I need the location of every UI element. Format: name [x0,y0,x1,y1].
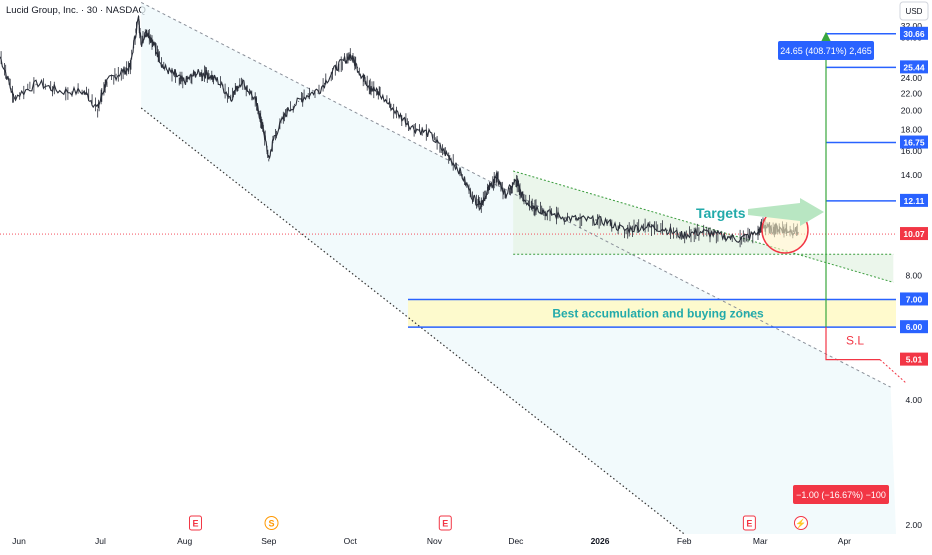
y-tick-label: 20.00 [901,106,923,116]
event-marker-1 [264,516,279,530]
event-marker-2 [438,515,452,531]
stop-price-badge [900,352,928,366]
x-tick-label: Dec [508,536,524,546]
targets-arrow [748,198,824,226]
channel-upper-line [140,2,891,388]
target-price-1-badge-label: 25.44 [903,62,925,72]
event-symbol-4: ⚡ [795,518,806,530]
zone-price-1-badge [900,320,928,334]
sl-label: S.L [846,333,864,347]
symbol-title: Lucid Group, Inc. · 30 · NASDAQ [6,5,146,16]
currency-label[interactable]: USD [906,7,923,16]
x-tick-label: Sep [261,536,276,546]
targets-label: Targets [696,205,746,221]
down-measure-box [793,485,889,504]
y-tick-label: 24.00 [901,73,923,83]
up-measure-box [778,41,874,60]
y-tick-label: 14.00 [901,170,923,180]
target-price-3-badge [900,193,928,207]
zone-price-0-badge-label: 7.00 [906,294,923,304]
target-price-0-badge-label: 30.66 [903,29,925,39]
stop-price-badge-label: 5.01 [906,355,923,365]
x-tick-label: Aug [177,536,192,546]
event-marker-0 [188,515,202,531]
last-price-badge-label: 10.07 [903,229,925,239]
x-tick-label: Jul [95,536,106,546]
y-tick-label: 32.00 [901,21,923,31]
x-tick-label: Jun [12,536,26,546]
target-price-2-badge [900,135,928,149]
event-marker-3 [742,515,756,531]
channel-fill [141,2,897,535]
x-tick-label: Nov [427,536,443,546]
price-wicks [0,15,798,248]
event-symbol-2: E [442,519,448,529]
y-tick-label: 4.00 [905,395,922,405]
x-tick-label: Feb [677,536,692,546]
event-symbol-3: E [746,519,752,529]
channel-lower-line [140,107,685,535]
x-tick-label: Mar [753,536,768,546]
x-tick-label: 2026 [591,536,610,546]
event-symbol-1: S [269,519,275,529]
x-tick-label: Apr [838,536,851,546]
down-measure-label: −1.00 (−16.67%) −100 [796,490,886,500]
sl-dash [879,359,907,384]
y-tick-label: 16.00 [901,146,923,156]
zone-price-1-badge-label: 6.00 [906,322,923,332]
up-measure-label: 24.65 (408.71%) 2,465 [780,46,872,56]
target-price-3-badge-label: 12.11 [904,196,925,206]
wedge-fill [513,170,894,283]
target-price-2-badge-label: 16.75 [903,138,925,148]
x-tick-label: Oct [344,536,358,546]
last-price-badge [900,227,928,241]
y-tick-label: 18.00 [901,125,923,135]
y-tick-label: 2.00 [905,520,922,530]
zone-price-0-badge [900,292,928,306]
target-price-1-badge [900,60,928,74]
sl-bracket [825,327,880,361]
y-tick-label: 22.00 [901,89,923,99]
zone-label: Best accumulation and buying zones [552,306,764,320]
y-tick-label: 8.00 [905,270,922,280]
target-price-0-badge [900,26,928,40]
event-marker-4 [793,516,808,530]
currency-button[interactable] [899,1,929,21]
event-symbol-0: E [192,519,198,529]
buying-zone-fill [408,299,896,328]
